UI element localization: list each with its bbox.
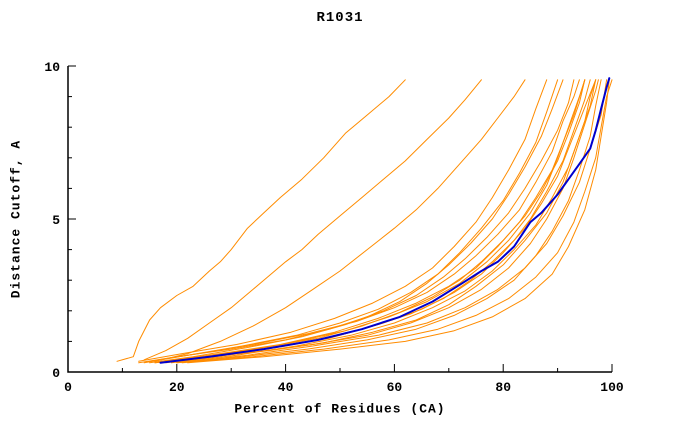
y-tick-label: 10	[44, 60, 60, 75]
series-line-model-curve-19	[176, 79, 602, 364]
x-tick-label: 20	[169, 380, 185, 395]
x-tick-label: 0	[64, 380, 72, 395]
axis-frame	[67, 66, 612, 373]
series-line-model-curve-1	[116, 79, 406, 362]
series-line-model-curve-3	[154, 79, 526, 362]
chart-title: R1031	[316, 10, 364, 26]
series-line-model-curve-2	[143, 79, 482, 361]
x-tick-label: 80	[495, 380, 511, 395]
x-tick-label: 40	[278, 380, 294, 395]
y-tick-label: 5	[52, 213, 60, 228]
x-axis-label: Percent of Residues (CA)	[234, 401, 446, 417]
series-line-model-curve-7	[160, 79, 591, 364]
series-line-model-curve-17	[154, 79, 599, 364]
series-line-model-curve-12	[187, 79, 610, 364]
series-line-model-curve-18	[170, 79, 586, 362]
series-line-model-curve-11	[181, 79, 613, 364]
series-line-model-curve-13	[143, 79, 559, 364]
y-tick-label: 0	[52, 366, 60, 381]
series-line-model-curve-10	[176, 79, 608, 364]
series-line-model-curve-20	[138, 79, 548, 362]
series-line-highlighted-model-curve	[159, 77, 611, 364]
series-line-model-curve-5	[149, 79, 575, 364]
x-tick-label: 60	[387, 380, 403, 395]
x-tick-label: 100	[600, 380, 624, 395]
series-line-model-curve-14	[149, 79, 580, 362]
series-line-model-curve-4	[138, 79, 564, 364]
series-line-model-curve-16	[165, 79, 586, 362]
